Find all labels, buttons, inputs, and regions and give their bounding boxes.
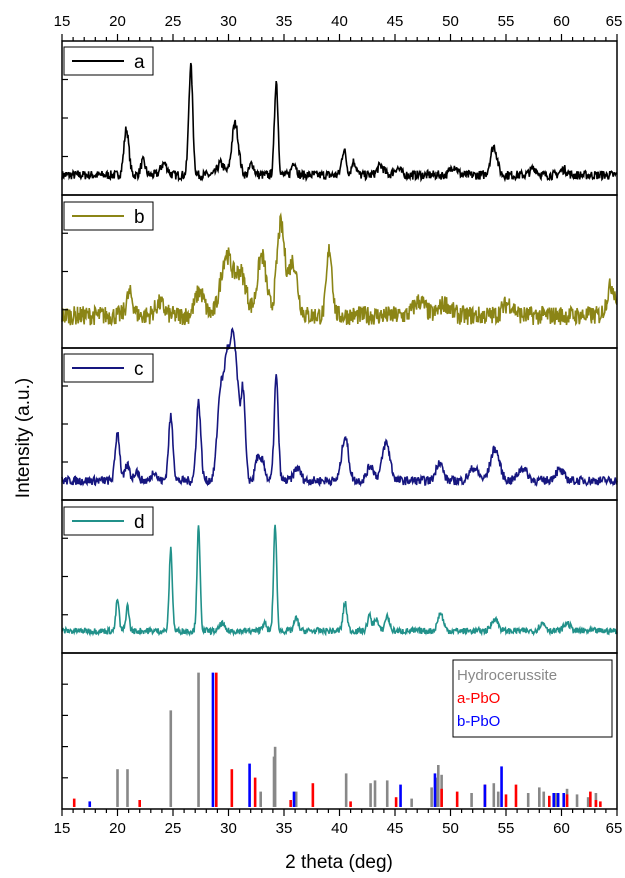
top-tick-label: 15: [54, 13, 71, 30]
top-tick-label: 35: [276, 13, 293, 30]
bottom-tick-label: 45: [387, 820, 404, 837]
bottom-tick-label: 40: [331, 820, 348, 837]
legend-a: a: [63, 46, 154, 76]
panel-frames: [61, 34, 618, 816]
legend-d: d: [63, 506, 154, 536]
bottom-tick-label: 60: [553, 820, 570, 837]
top-tick-label: 55: [498, 13, 515, 30]
panel-d: [61, 524, 618, 637]
panel-c: [61, 327, 618, 488]
legend-label-d: d: [134, 512, 145, 533]
top-tick-label: 30: [220, 13, 237, 30]
top-tick-labels: 15 20 25 30 35 40 45 50 55 60 65: [54, 13, 623, 30]
pattern-line-c: [61, 327, 618, 488]
top-tick-label: 50: [442, 13, 459, 30]
legend-label-c: c: [134, 359, 144, 380]
bottom-tick-label: 25: [165, 820, 182, 837]
pattern-line-a: [61, 62, 618, 183]
y-axis-title: Intensity (a.u.): [13, 378, 34, 498]
bottom-tick-label: 35: [276, 820, 293, 837]
reference-legend: Hydrocerussite a-PbO b-PbO: [452, 659, 613, 738]
top-tick-label: 40: [331, 13, 348, 30]
pattern-line-d: [61, 524, 618, 637]
bottom-tick-label: 30: [220, 820, 237, 837]
panel-b: [61, 212, 618, 327]
x-axis-title: 2 theta (deg): [285, 852, 393, 873]
top-tick-label: 20: [109, 13, 126, 30]
legend-c: c: [63, 353, 154, 383]
pattern-line-b: [61, 212, 618, 327]
legend-label-hydrocerussite: Hydrocerussite: [457, 667, 557, 684]
top-tick-label: 60: [553, 13, 570, 30]
legend-label-b-pbo: b-PbO: [457, 713, 500, 730]
legend-b: b: [63, 201, 154, 231]
panel-a: [61, 62, 618, 183]
bottom-tick-label: 50: [442, 820, 459, 837]
panel-reference: [72, 672, 602, 807]
legend-label-a-pbo: a-PbO: [457, 690, 500, 707]
top-tick-label: 45: [387, 13, 404, 30]
top-tick-label: 65: [606, 13, 623, 30]
bottom-tick-label: 65: [606, 820, 623, 837]
bottom-tick-label: 15: [54, 820, 71, 837]
bottom-tick-label: 20: [109, 820, 126, 837]
legend-label-a: a: [134, 52, 145, 73]
bottom-tick-labels: 15 20 25 30 35 40 45 50 55 60 65: [54, 820, 623, 837]
bottom-tick-label: 55: [498, 820, 515, 837]
legend-label-b: b: [134, 207, 145, 228]
top-tick-label: 25: [165, 13, 182, 30]
